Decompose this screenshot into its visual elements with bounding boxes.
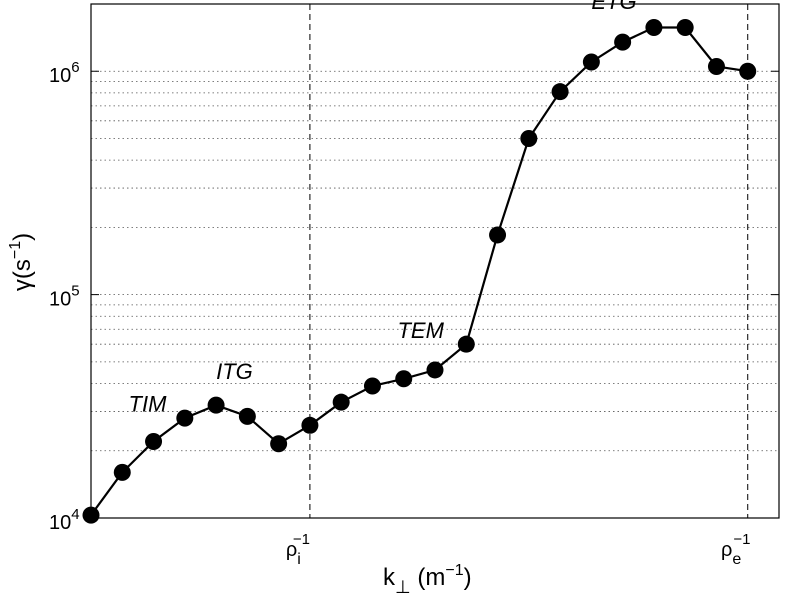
data-point xyxy=(270,435,288,453)
x-axis-label: k⊥ (m−1) xyxy=(383,562,472,594)
y-tick-label: 104 xyxy=(49,506,80,534)
x-tick-label: ρi−1 xyxy=(286,531,310,568)
y-axis-label: γ(s−1) xyxy=(7,233,36,291)
data-point xyxy=(332,393,350,411)
data-point xyxy=(614,33,632,51)
x-axis-label-sup: −1 xyxy=(445,562,463,579)
data-point xyxy=(676,18,694,36)
data-point xyxy=(582,53,600,71)
data-point xyxy=(238,407,256,425)
annotations: TIM ITG TEM ETG xyxy=(129,0,637,416)
y-tick-label: 105 xyxy=(49,283,80,311)
data-point xyxy=(207,396,225,414)
x-tick-label: ρe−1 xyxy=(721,531,750,568)
data-point xyxy=(551,83,569,101)
data-point xyxy=(707,58,725,76)
regime-annotation: ITG xyxy=(216,359,253,384)
vertical-reference-lines xyxy=(309,4,749,518)
regime-annotation: TEM xyxy=(397,318,444,343)
data-point xyxy=(645,18,663,36)
data-point xyxy=(301,416,319,434)
data-point xyxy=(489,226,507,244)
x-axis-ticks: ρi−1 ρe−1 xyxy=(286,531,751,568)
data-point xyxy=(363,377,381,395)
data-point xyxy=(520,129,538,147)
data-point xyxy=(739,62,757,80)
y-axis-ticks: 104 105 106 xyxy=(49,59,779,534)
data-series xyxy=(82,18,757,524)
x-axis-label-sub: ⊥ xyxy=(395,577,411,594)
data-point xyxy=(145,433,163,451)
y-minor-grid xyxy=(91,3,779,452)
y-tick-label: 106 xyxy=(49,59,80,87)
series-line xyxy=(90,26,748,516)
data-point xyxy=(176,409,194,427)
data-point xyxy=(426,361,444,379)
data-point xyxy=(457,335,475,353)
regime-annotation: TIM xyxy=(129,391,168,416)
y-axis-label-sup: −1 xyxy=(7,241,24,259)
data-point xyxy=(113,463,131,481)
regime-annotation: ETG xyxy=(591,0,636,14)
plot-frame xyxy=(90,3,780,519)
data-point xyxy=(395,370,413,388)
data-point xyxy=(82,506,100,524)
